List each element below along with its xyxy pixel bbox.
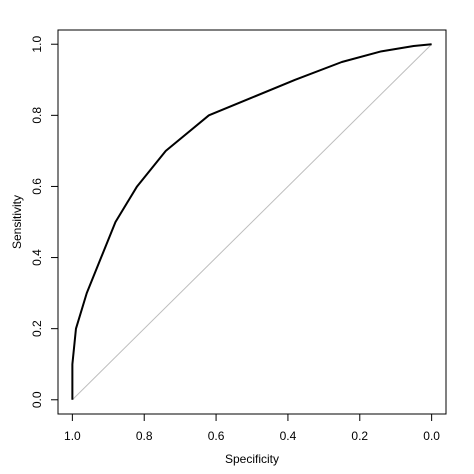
x-tick-label: 0.4 <box>280 429 297 443</box>
x-tick-label: 0.6 <box>208 429 225 443</box>
y-tick-label: 0.4 <box>30 249 44 266</box>
x-axis-label: Specificity <box>225 452 279 466</box>
x-tick-label: 0.0 <box>423 429 440 443</box>
reference-line <box>72 43 432 401</box>
roc-curve <box>71 43 432 400</box>
x-tick-label: 0.8 <box>136 429 153 443</box>
y-axis-label: Sensitivity <box>10 195 24 249</box>
y-tick-label: 0.6 <box>30 178 44 195</box>
x-tick-label: 1.0 <box>64 429 81 443</box>
y-tick-label: 0.0 <box>30 391 44 408</box>
y-tick-label: 0.8 <box>30 107 44 124</box>
x-tick-label: 0.2 <box>351 429 368 443</box>
y-tick-label: 1.0 <box>30 36 44 53</box>
y-tick-label: 0.2 <box>30 320 44 337</box>
